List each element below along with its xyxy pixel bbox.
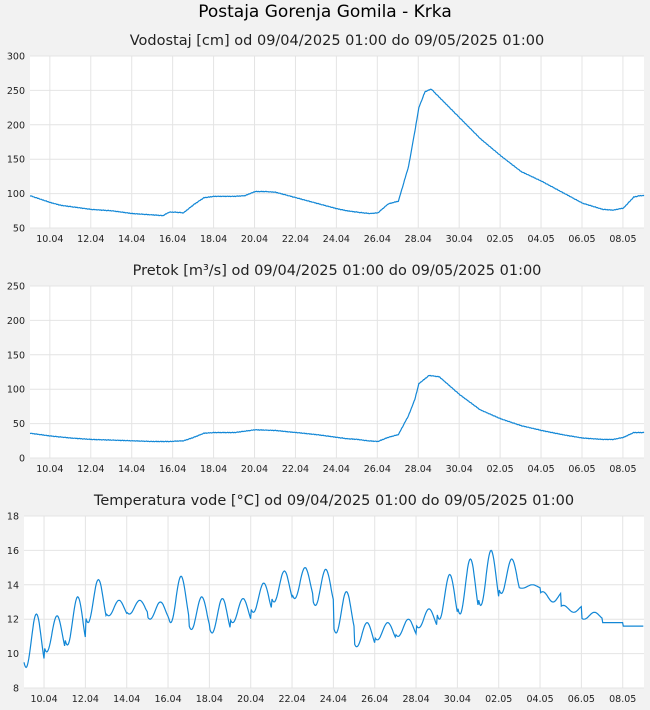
- x-tick-label: 08.05: [609, 694, 636, 705]
- y-tick-label: 100: [7, 189, 25, 200]
- series-line: [29, 374, 645, 443]
- y-tick-label: 200: [7, 316, 25, 327]
- chart-title: Vodostaj [cm] od 09/04/2025 01:00 do 09/…: [130, 33, 544, 49]
- x-tick-label: 14.04: [113, 694, 140, 705]
- y-tick-label: 250: [7, 282, 25, 293]
- x-tick-label: 02.05: [485, 694, 512, 705]
- series-line: [23, 549, 644, 669]
- chart-title: Pretok [m³/s] od 09/04/2025 01:00 do 09/…: [133, 263, 542, 279]
- x-tick-label: 14.04: [118, 234, 145, 245]
- x-tick-label: 08.05: [609, 464, 636, 475]
- x-tick-label: 22.04: [282, 464, 309, 475]
- x-tick-label: 18.04: [196, 694, 223, 705]
- x-tick-label: 14.04: [118, 464, 145, 475]
- x-tick-label: 06.05: [568, 234, 595, 245]
- y-tick-label: 300: [7, 52, 25, 63]
- series-line: [29, 88, 645, 217]
- x-tick-label: 10.04: [36, 234, 63, 245]
- x-tick-label: 20.04: [241, 234, 268, 245]
- x-tick-label: 28.04: [402, 694, 429, 705]
- x-tick-label: 28.04: [405, 464, 432, 475]
- chart-2: Pretok [m³/s] od 09/04/2025 01:00 do 09/…: [7, 263, 645, 475]
- chart-1: Vodostaj [cm] od 09/04/2025 01:00 do 09/…: [7, 33, 645, 245]
- y-tick-label: 50: [13, 224, 25, 235]
- y-tick-label: 150: [7, 155, 25, 166]
- x-tick-label: 04.05: [527, 234, 554, 245]
- x-tick-label: 06.05: [568, 464, 595, 475]
- y-tick-label: 16: [7, 546, 19, 557]
- x-tick-label: 30.04: [444, 694, 471, 705]
- y-tick-label: 250: [7, 86, 25, 97]
- x-tick-label: 24.04: [320, 694, 347, 705]
- x-tick-label: 22.04: [278, 694, 305, 705]
- chart-title: Temperatura vode [°C] od 09/04/2025 01:0…: [93, 493, 574, 509]
- chart-3: Temperatura vode [°C] od 09/04/2025 01:0…: [7, 493, 644, 705]
- x-tick-label: 02.05: [487, 464, 514, 475]
- page-title: Postaja Gorenja Gomila - Krka: [198, 2, 452, 22]
- y-tick-label: 100: [7, 385, 25, 396]
- x-tick-label: 18.04: [200, 464, 227, 475]
- x-tick-label: 12.04: [72, 694, 99, 705]
- y-tick-label: 150: [7, 350, 25, 361]
- x-tick-label: 02.05: [487, 234, 514, 245]
- y-tick-label: 14: [7, 580, 19, 591]
- x-tick-label: 26.04: [364, 464, 391, 475]
- x-tick-label: 08.05: [609, 234, 636, 245]
- x-tick-label: 04.05: [527, 464, 554, 475]
- x-tick-label: 20.04: [241, 464, 268, 475]
- y-tick-label: 12: [7, 615, 19, 626]
- x-tick-label: 16.04: [159, 234, 186, 245]
- plot-area: [24, 516, 644, 688]
- x-tick-label: 20.04: [237, 694, 264, 705]
- y-tick-label: 200: [7, 120, 25, 131]
- x-tick-label: 30.04: [446, 234, 473, 245]
- x-tick-label: 06.05: [568, 694, 595, 705]
- x-tick-label: 22.04: [282, 234, 309, 245]
- x-tick-label: 10.04: [30, 694, 57, 705]
- y-tick-label: 10: [7, 649, 19, 660]
- x-tick-label: 28.04: [405, 234, 432, 245]
- y-tick-label: 8: [13, 684, 19, 695]
- x-tick-label: 16.04: [154, 694, 181, 705]
- x-tick-label: 24.04: [323, 234, 350, 245]
- x-tick-label: 12.04: [77, 234, 104, 245]
- y-tick-label: 50: [13, 419, 25, 430]
- x-tick-label: 12.04: [77, 464, 104, 475]
- plot-area: [30, 286, 644, 458]
- y-tick-label: 0: [19, 454, 25, 465]
- x-tick-label: 26.04: [364, 234, 391, 245]
- x-tick-label: 24.04: [323, 464, 350, 475]
- x-tick-label: 26.04: [361, 694, 388, 705]
- x-tick-label: 18.04: [200, 234, 227, 245]
- y-tick-label: 18: [7, 512, 19, 523]
- x-tick-label: 16.04: [159, 464, 186, 475]
- x-tick-label: 04.05: [526, 694, 553, 705]
- x-tick-label: 30.04: [446, 464, 473, 475]
- plot-area: [30, 56, 644, 228]
- x-tick-label: 10.04: [36, 464, 63, 475]
